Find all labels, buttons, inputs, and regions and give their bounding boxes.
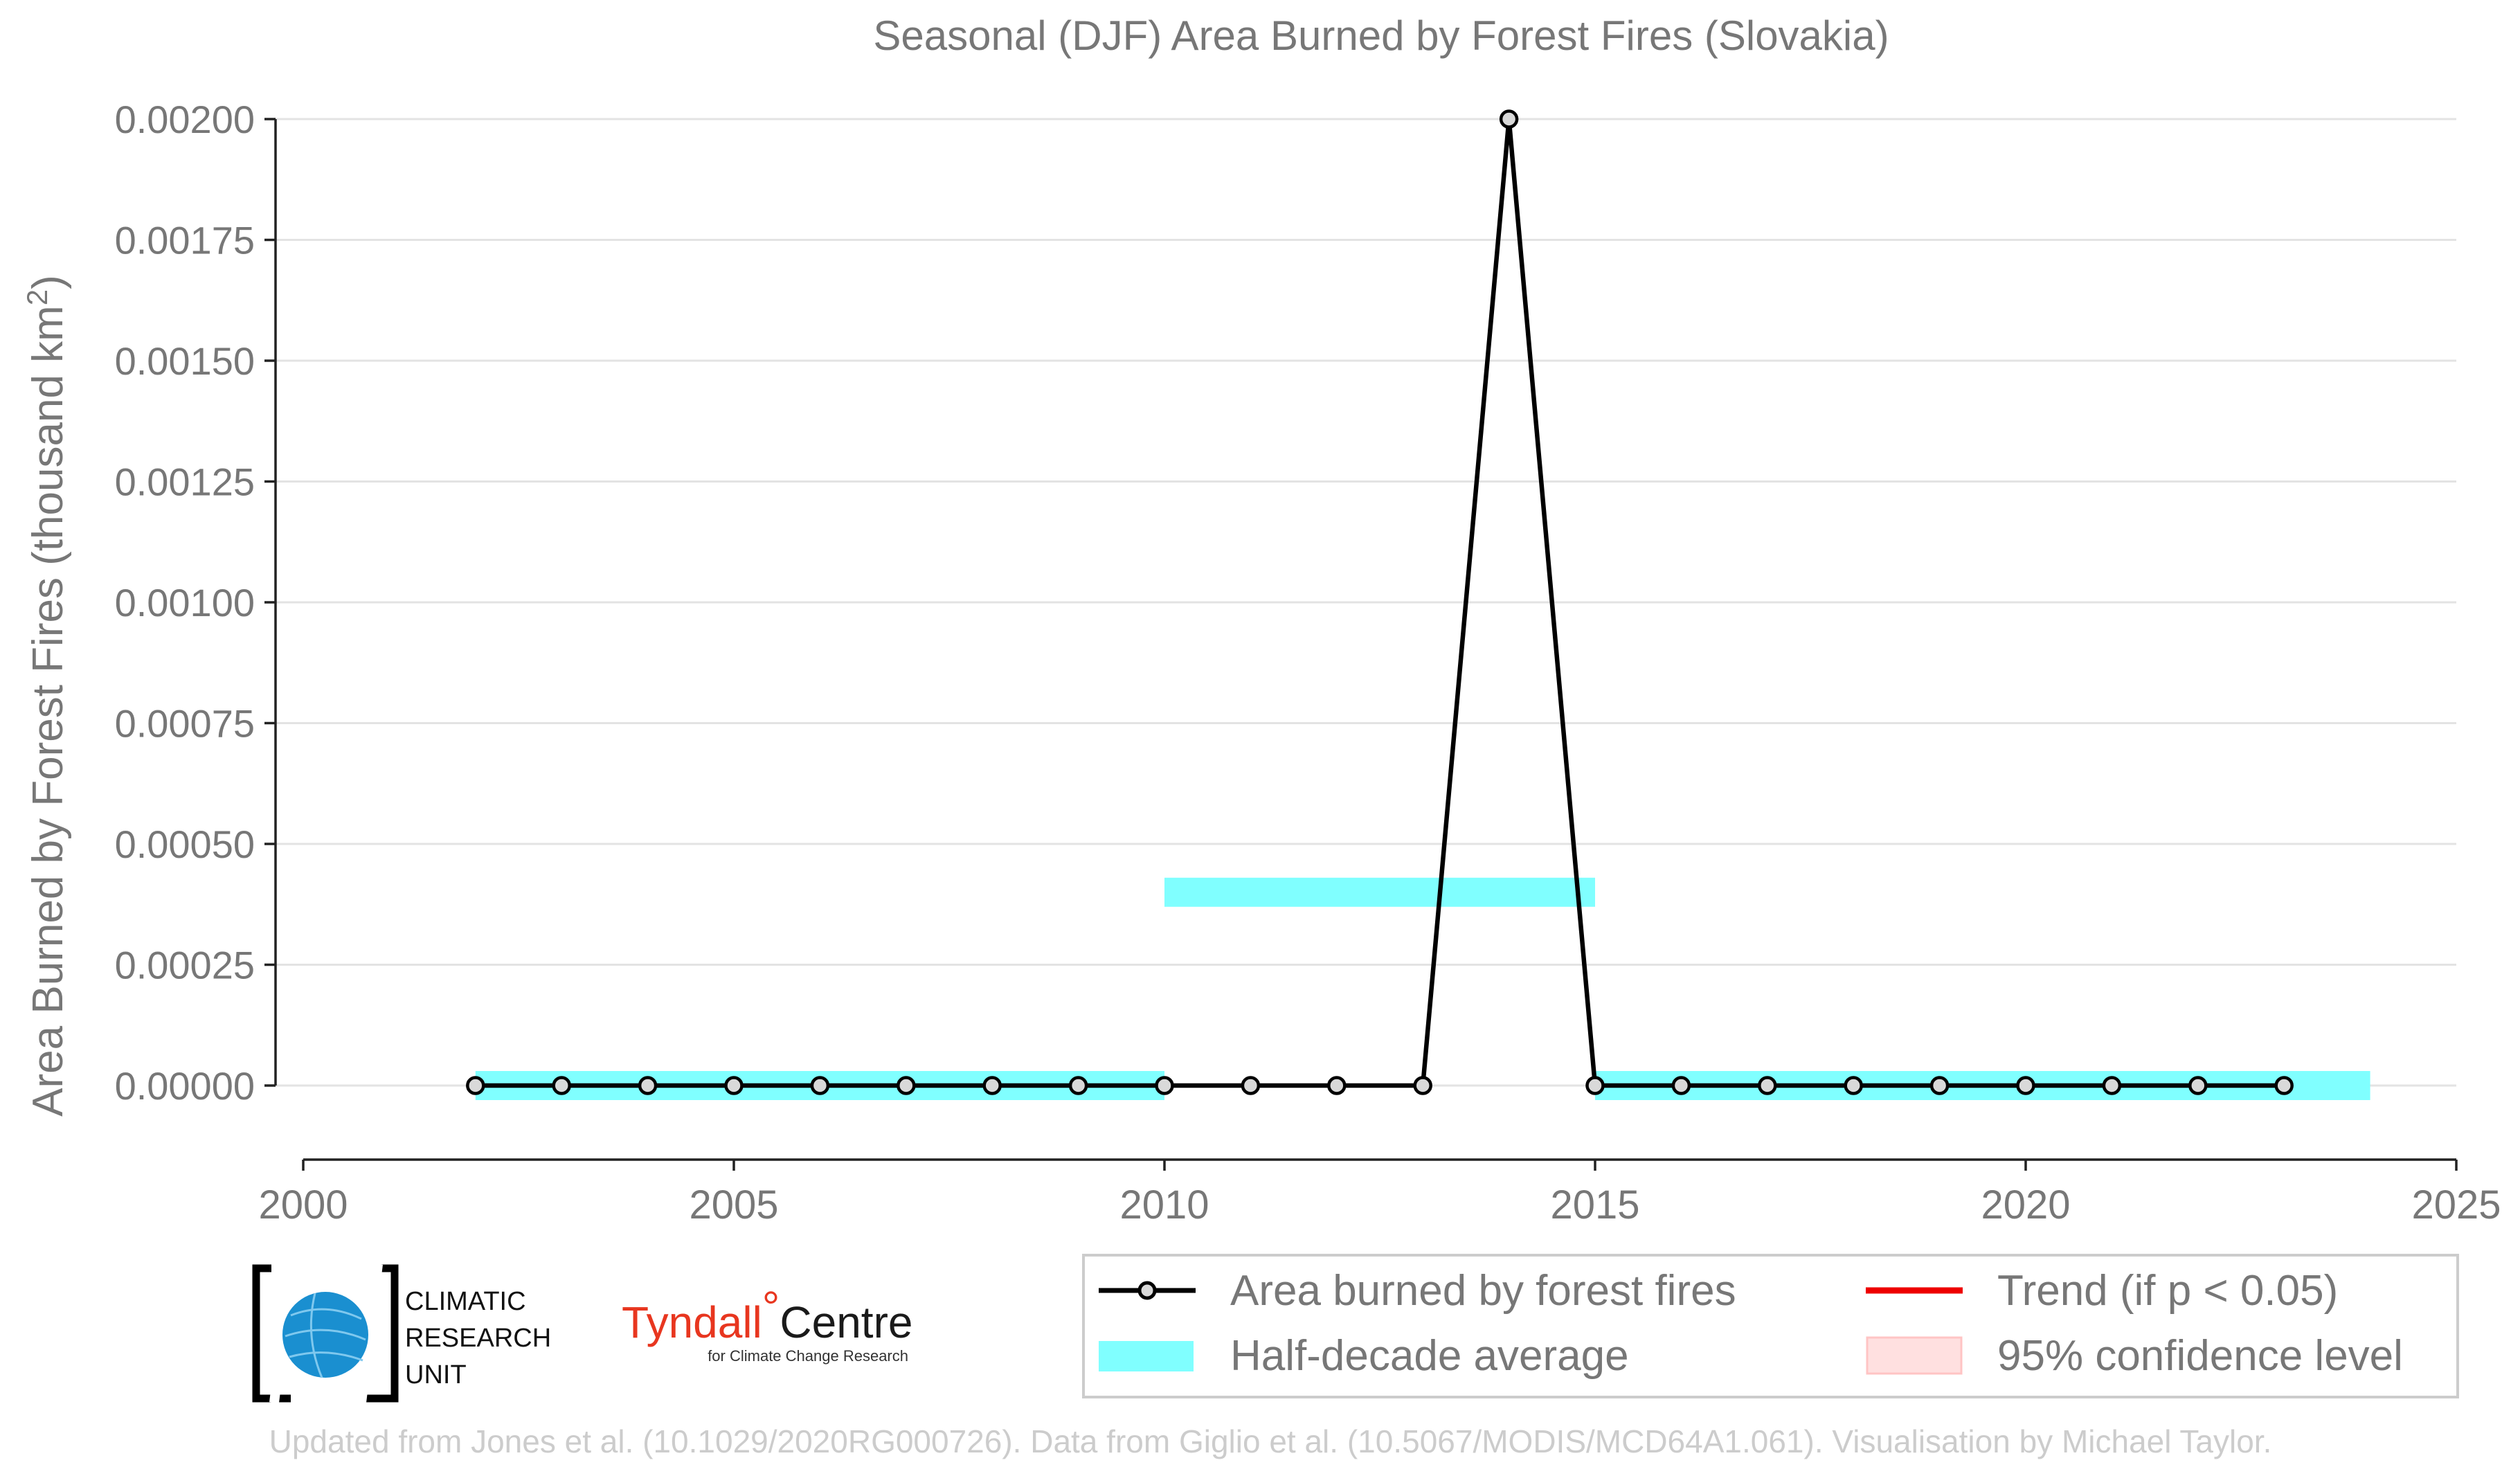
data-point-2009 [1068, 1076, 1088, 1095]
data-point-2017 [1758, 1076, 1777, 1095]
data-point-2023 [2274, 1076, 2294, 1095]
y-tick-label-6: 0.00150 [115, 339, 255, 383]
data-point-2010 [1155, 1076, 1174, 1095]
data-point-2016 [1671, 1076, 1691, 1095]
y-tick-label-2: 0.00050 [115, 822, 255, 866]
legend-swatch-confidence [1866, 1336, 1963, 1375]
y-tick-label-1: 0.00025 [115, 944, 255, 987]
data-point-2020 [2016, 1076, 2035, 1095]
y-tick-label-0: 0.00000 [115, 1064, 255, 1108]
data-point-2006 [810, 1076, 830, 1095]
x-tick-label-1: 2005 [689, 1182, 778, 1227]
data-point-2015 [1585, 1076, 1605, 1095]
tyndall-logo-subtitle: for Climate Change Research [708, 1347, 908, 1365]
data-point-2002 [466, 1076, 485, 1095]
y-tick-label-7: 0.00175 [115, 219, 255, 262]
series-line [475, 118, 2285, 1088]
data-point-2019 [1929, 1076, 1950, 1095]
cru-logo-line-2: RESEARCH [405, 1324, 551, 1353]
y-tick-label-4: 0.00100 [115, 581, 255, 624]
x-tick-label-5: 2025 [2411, 1182, 2501, 1227]
y-tick-label-3: 0.00075 [115, 702, 255, 746]
data-point-2021 [2102, 1076, 2122, 1095]
chart-title: Seasonal (DJF) Area Burned by Forest Fir… [873, 12, 1889, 59]
grid-lines [276, 118, 2456, 1087]
y-tick-labels: 0.00000 0.00025 0.00050 0.00075 0.00100 0.001… [115, 98, 255, 1108]
x-tick-label-4: 2020 [1981, 1182, 2070, 1227]
legend-swatch-half-decade [1099, 1341, 1194, 1371]
data-point-2007 [897, 1076, 916, 1095]
data-point-2018 [1844, 1076, 1863, 1095]
x-tick-label-2: 2010 [1119, 1182, 1209, 1227]
data-point-2003 [552, 1076, 571, 1095]
legend-label-half-decade: Half-decade average [1230, 1332, 1629, 1380]
x-tick-label-0: 2000 [258, 1182, 348, 1227]
data-point-2008 [982, 1076, 1002, 1095]
data-point-2013 [1413, 1076, 1432, 1095]
cru-logo: CLIMATIC RESEARCH UNIT [252, 1263, 551, 1403]
footer-credits: Updated from Jones et al. (10.1029/2020R… [269, 1423, 2272, 1459]
legend-frame [1082, 1254, 2459, 1398]
data-point-2014 [1499, 109, 1519, 129]
legend-label-trend: Trend (if p < 0.05) [1997, 1267, 2338, 1315]
x-tick-label-3: 2015 [1550, 1182, 1639, 1227]
y-axis-label: Area Burned by Forest Fires (thousand km… [21, 275, 72, 1117]
cru-logo-bracket-right [360, 1264, 399, 1403]
tyndall-logo-wordmark: Tyndall°Centre [622, 1282, 912, 1347]
legend-label-confidence: 95% confidence level [1997, 1332, 2403, 1380]
x-tick-labels: 2000 2005 2010 2015 2020 2025 [258, 1182, 2501, 1227]
y-tick-label-5: 0.00125 [115, 460, 255, 504]
cru-logo-slash-left [269, 1263, 296, 1403]
half-decade-band-1 [1164, 877, 1595, 907]
series-line-area-burned [475, 118, 2285, 1088]
data-point-2011 [1241, 1076, 1261, 1095]
legend: Area burned by forest fires Trend (if p … [1082, 1254, 2459, 1398]
globe-icon-lines [285, 1293, 366, 1378]
data-point-2005 [724, 1076, 744, 1095]
tyndall-logo: Tyndall°Centre for Climate Change Resear… [622, 1282, 912, 1365]
data-point-2012 [1327, 1076, 1347, 1095]
cru-logo-line-3: UNIT [405, 1360, 467, 1389]
series-markers [466, 109, 2294, 1095]
data-point-2004 [638, 1076, 658, 1095]
cru-logo-line-1: CLIMATIC [405, 1287, 526, 1316]
axes [264, 118, 2458, 1171]
y-tick-label-8: 0.00200 [115, 98, 255, 141]
legend-swatch-area-burned-marker [1137, 1281, 1157, 1300]
data-point-2022 [2188, 1076, 2208, 1095]
cru-logo-slash-right [357, 1263, 383, 1403]
legend-label-area-burned: Area burned by forest fires [1230, 1267, 1736, 1315]
